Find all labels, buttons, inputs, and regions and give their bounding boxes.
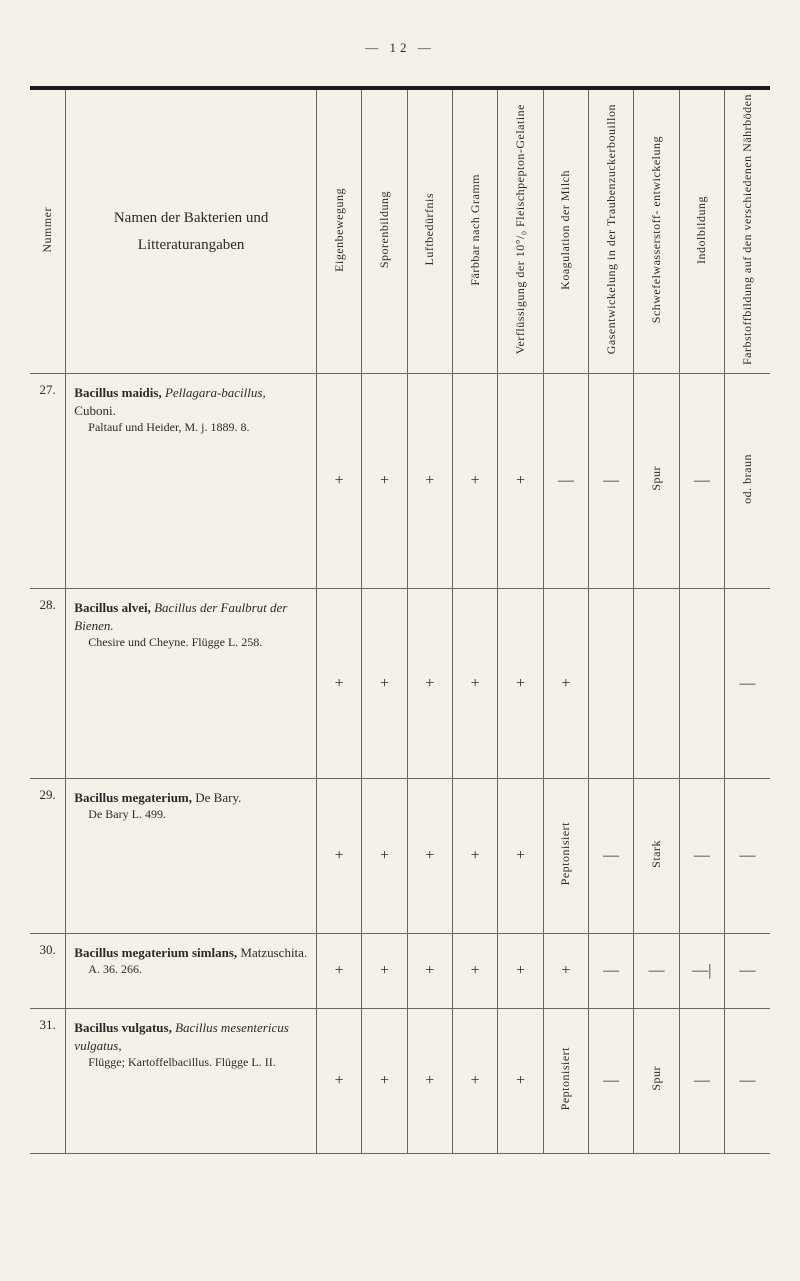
table-row: 27.Bacillus maidis, Pellagara-bacillus, … <box>30 374 770 589</box>
data-cell: + <box>362 1009 407 1154</box>
entry-name: Bacillus vulgatus, Bacillus mesentericus… <box>66 1009 317 1154</box>
header-c1: Eigenbewegung <box>316 90 361 374</box>
data-cell: Peptonisiert <box>543 779 588 934</box>
data-cell: — <box>725 1009 770 1154</box>
data-cell: — <box>725 589 770 779</box>
data-cell: — <box>589 374 634 589</box>
data-cell: — <box>634 934 679 1009</box>
data-cell: + <box>452 589 497 779</box>
scanned-page: — 12 — Nummer Namen der Bakterien und Li… <box>0 0 800 1194</box>
data-cell: + <box>316 374 361 589</box>
data-cell: + <box>362 779 407 934</box>
bacteria-table: Nummer Namen der Bakterien und Litteratu… <box>30 90 770 1154</box>
entry-name: Bacillus megaterium, De Bary.De Bary L. … <box>66 779 317 934</box>
row-number: 28. <box>30 589 66 779</box>
data-cell <box>679 589 724 779</box>
data-cell: + <box>362 589 407 779</box>
data-cell <box>634 589 679 779</box>
data-cell: — <box>589 779 634 934</box>
page-number: — 12 — <box>30 40 770 56</box>
data-cell: + <box>498 589 543 779</box>
row-number: 30. <box>30 934 66 1009</box>
data-cell: + <box>362 374 407 589</box>
data-cell: — <box>543 374 588 589</box>
table-row: 30.Bacillus megaterium simlans, Matzusch… <box>30 934 770 1009</box>
data-cell: + <box>407 779 452 934</box>
data-cell: + <box>316 589 361 779</box>
header-c4: Färbbar nach Gramm <box>452 90 497 374</box>
row-number: 27. <box>30 374 66 589</box>
header-c9: Indolbildung <box>679 90 724 374</box>
data-cell: — <box>725 779 770 934</box>
header-c10: Farbstoffbildung auf den verschiedenen N… <box>725 90 770 374</box>
header-c8: Schwefelwasserstoff- entwickelung <box>634 90 679 374</box>
header-c6: Koagulation der Milch <box>543 90 588 374</box>
entry-name: Bacillus alvei, Bacillus der Faulbrut de… <box>66 589 317 779</box>
data-cell: —| <box>679 934 724 1009</box>
header-namen: Namen der Bakterien und Litteraturangabe… <box>66 90 317 374</box>
data-cell: — <box>589 1009 634 1154</box>
data-cell: + <box>362 934 407 1009</box>
data-cell: + <box>316 779 361 934</box>
data-cell: + <box>452 934 497 1009</box>
data-cell: + <box>407 1009 452 1154</box>
data-cell: + <box>407 374 452 589</box>
row-number: 29. <box>30 779 66 934</box>
data-cell: + <box>498 1009 543 1154</box>
data-cell: + <box>498 374 543 589</box>
header-c7: Gasentwickelung in der Traubenzuckerboui… <box>589 90 634 374</box>
data-cell: — <box>725 934 770 1009</box>
table-row: 29.Bacillus megaterium, De Bary.De Bary … <box>30 779 770 934</box>
header-c2: Sporenbildung <box>362 90 407 374</box>
data-cell: + <box>452 779 497 934</box>
header-c5: Verflüssigung der 10°/₀ Fleischpepton-Ge… <box>498 90 543 374</box>
table-row: 31.Bacillus vulgatus, Bacillus mesenteri… <box>30 1009 770 1154</box>
data-cell: + <box>543 589 588 779</box>
data-cell: — <box>679 1009 724 1154</box>
data-cell: — <box>679 779 724 934</box>
data-cell: Stark <box>634 779 679 934</box>
header-nummer: Nummer <box>30 90 66 374</box>
data-cell: + <box>316 934 361 1009</box>
data-cell: + <box>452 374 497 589</box>
data-cell: + <box>543 934 588 1009</box>
data-cell: + <box>407 589 452 779</box>
row-number: 31. <box>30 1009 66 1154</box>
data-cell: + <box>316 1009 361 1154</box>
data-cell: Spur <box>634 1009 679 1154</box>
data-cell: + <box>498 934 543 1009</box>
entry-name: Bacillus maidis, Pellagara-bacillus, Cub… <box>66 374 317 589</box>
table-row: 28.Bacillus alvei, Bacillus der Faulbrut… <box>30 589 770 779</box>
data-cell: + <box>407 934 452 1009</box>
data-cell: — <box>589 934 634 1009</box>
data-cell: + <box>498 779 543 934</box>
header-c3: Luftbedürfnis <box>407 90 452 374</box>
data-cell: + <box>452 1009 497 1154</box>
header-row: Nummer Namen der Bakterien und Litteratu… <box>30 90 770 374</box>
entry-name: Bacillus megaterium simlans, Matzuschita… <box>66 934 317 1009</box>
data-cell <box>589 589 634 779</box>
table-container: Nummer Namen der Bakterien und Litteratu… <box>30 86 770 1154</box>
data-cell: od. braun <box>725 374 770 589</box>
data-cell: Peptonisiert <box>543 1009 588 1154</box>
data-cell: Spur <box>634 374 679 589</box>
data-cell: — <box>679 374 724 589</box>
